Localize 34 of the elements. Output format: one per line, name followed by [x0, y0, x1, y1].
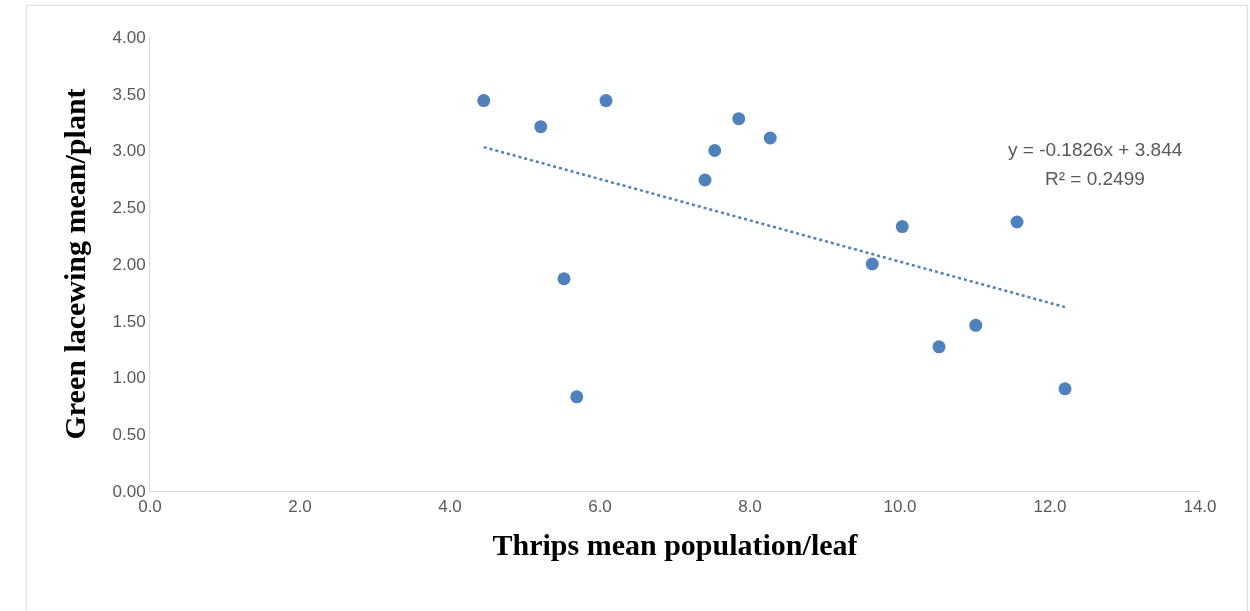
y-tick-label: 0.50: [112, 425, 146, 445]
x-tick-label: 14.0: [1183, 497, 1217, 517]
point: [895, 220, 909, 234]
y-tick-label: 3.50: [112, 84, 146, 104]
y-tick-label: 3.00: [112, 141, 146, 161]
x-axis-title: Thrips mean population/leaf: [492, 527, 859, 561]
point: [477, 94, 491, 108]
point: [1058, 382, 1072, 396]
point: [708, 144, 722, 157]
y-tick-label: 4.00: [112, 27, 146, 47]
x-tick-label: 4.0: [438, 497, 462, 517]
y-tick-label: 2.00: [112, 254, 146, 274]
point: [932, 340, 946, 354]
x-tick-label: 8.0: [738, 497, 762, 517]
point: [969, 318, 983, 332]
x-tick-label: 6.0: [588, 497, 612, 517]
annotation: R² = 0.2499: [1045, 168, 1145, 189]
y-axis-title: Green lacewing mean/plant: [57, 88, 91, 440]
point: [763, 131, 777, 145]
x-tick-label: 12.0: [1033, 497, 1067, 517]
y-tick-label: 1.50: [112, 311, 146, 331]
point: [698, 173, 712, 187]
y-tick-label: 2.50: [112, 198, 146, 218]
y-tick-label: 1.00: [112, 368, 146, 388]
point: [557, 272, 571, 286]
point: [732, 112, 746, 126]
point: [534, 120, 548, 134]
point: [599, 94, 613, 108]
annotation: y = -0.1826x + 3.844: [1008, 139, 1183, 160]
point: [865, 257, 879, 271]
x-tick-label: 10.0: [883, 497, 917, 517]
x-tick-label: 2.0: [288, 497, 312, 517]
point: [1010, 215, 1024, 229]
point: [570, 390, 584, 404]
